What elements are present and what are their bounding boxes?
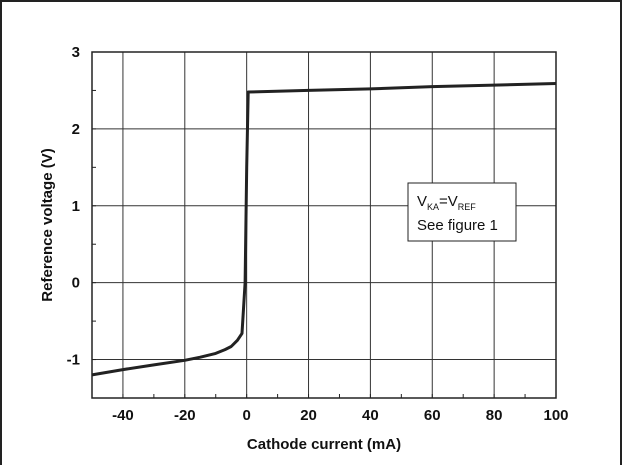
x-tick-labels: -40 -20 0 20 40 60 80 100	[112, 407, 568, 424]
annotation-condition: VKA=VREF	[417, 193, 476, 212]
x-tick-label: 20	[300, 407, 317, 424]
series-line	[91, 82, 557, 377]
x-tick-label: -40	[112, 407, 134, 424]
y-tick-label: 3	[72, 44, 80, 61]
y-tick-label: -1	[67, 352, 80, 369]
x-tick-label: 80	[486, 407, 503, 424]
annotation-v1: V	[417, 193, 427, 210]
x-tick-label: 40	[362, 407, 379, 424]
y-tick-label: 2	[72, 121, 80, 138]
annotation-eq-v: =V	[439, 193, 458, 210]
x-axis-title: Cathode current (mA)	[247, 436, 401, 453]
annotation-sub-ref: REF	[458, 202, 477, 212]
x-tick-label: 0	[242, 407, 250, 424]
plot-area	[91, 51, 557, 399]
annotation-box: VKA=VREF See figure 1	[407, 182, 517, 242]
y-tick-labels: -1 0 1 2 3	[67, 44, 80, 369]
x-tick-label: 100	[543, 407, 568, 424]
y-tick-label: 1	[72, 198, 80, 215]
y-tick-label: 0	[72, 275, 80, 292]
x-tick-label: -20	[174, 407, 196, 424]
minor-ticks	[91, 51, 557, 399]
x-tick-label: 60	[424, 407, 441, 424]
y-axis-title: Reference voltage (V)	[39, 148, 56, 301]
annotation-sub-ka: KA	[427, 202, 439, 212]
annotation-reference: See figure 1	[417, 217, 498, 234]
